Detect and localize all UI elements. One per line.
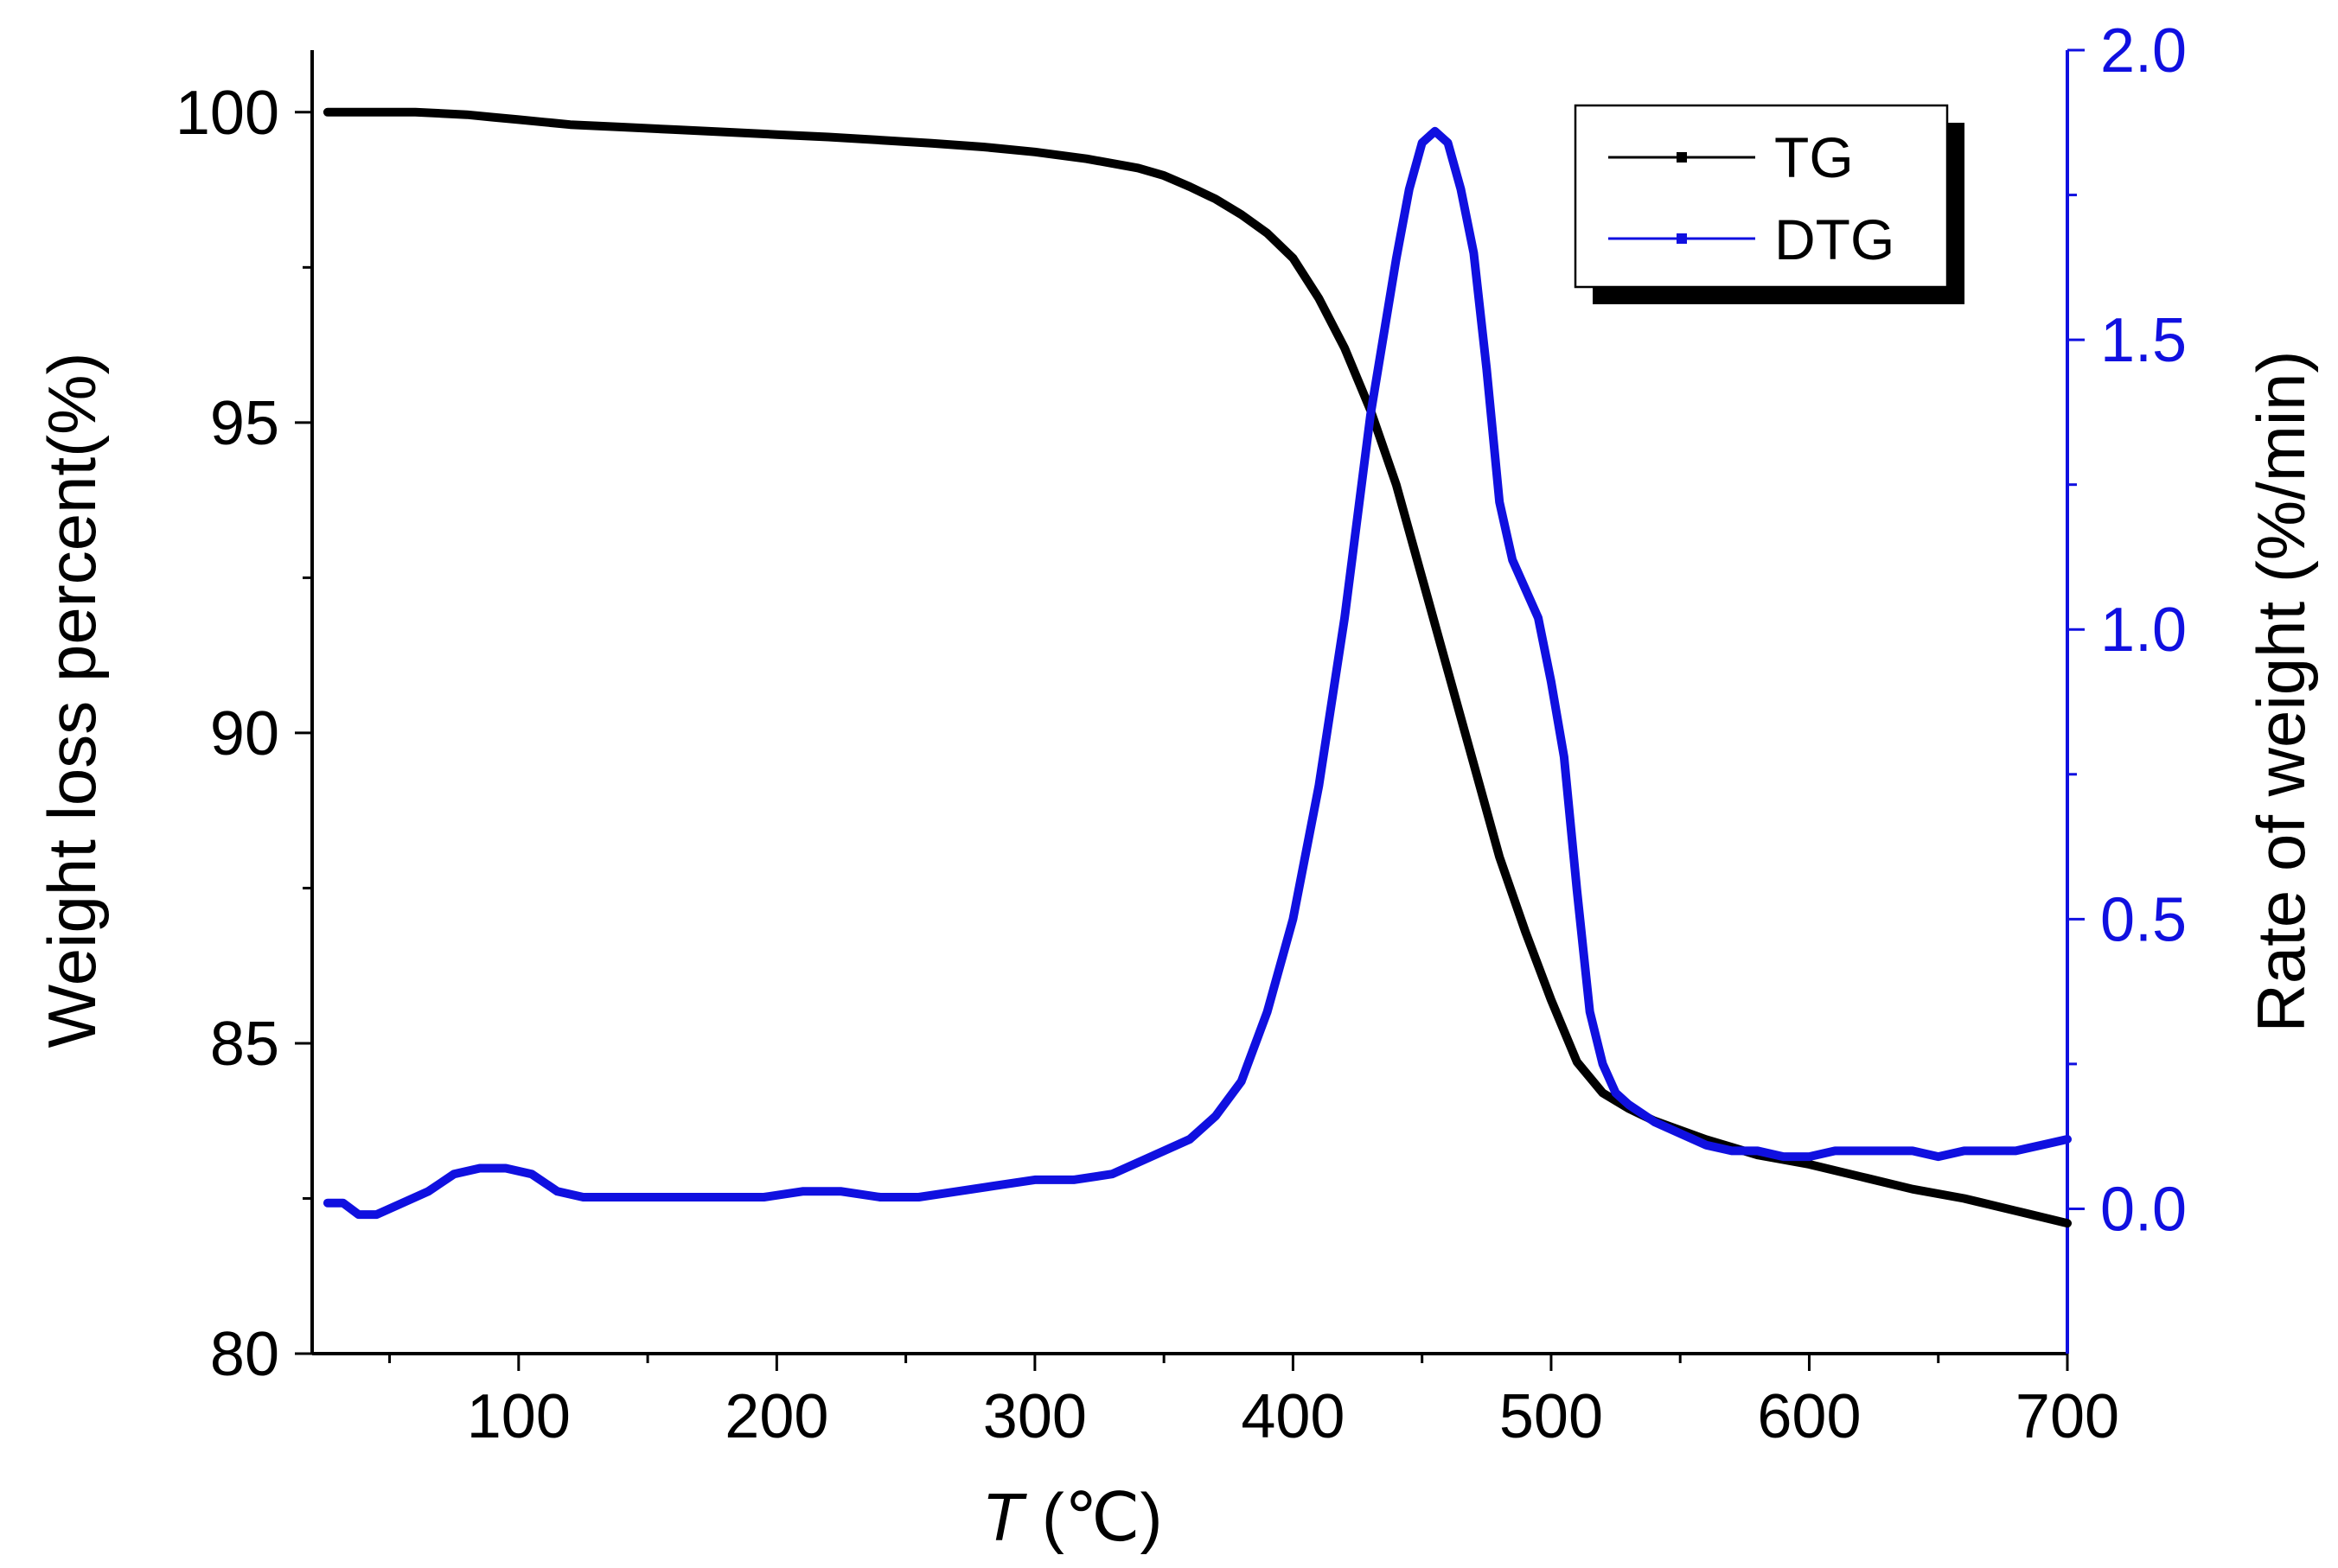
legend-dtg-marker (1677, 233, 1687, 244)
y-left-axis-title: Weight loss percent(%) (34, 353, 110, 1049)
legend-box (1574, 104, 1949, 289)
y-left-tick-label: 95 (210, 389, 279, 458)
legend: TG DTG (1574, 104, 1964, 304)
series-line-dtg (323, 126, 2072, 1220)
x-axis-title-variable: T (982, 1479, 1028, 1555)
x-axis-title-unit: (℃) (1023, 1479, 1162, 1555)
y-right-axis-title: Rate of weight (%/min) (2243, 351, 2319, 1033)
y-left-tick-label: 100 (176, 79, 279, 148)
series-layer (323, 107, 2072, 1228)
legend-tg-label: TG (1774, 125, 1854, 189)
x-tick-label: 700 (2015, 1382, 2119, 1451)
y-right-tick-label: 1.0 (2100, 596, 2187, 665)
x-axis-title: T (℃) (982, 1479, 1163, 1555)
axis-ticks (295, 48, 2085, 1371)
y-right-tick-label: 0.0 (2100, 1175, 2187, 1244)
y-left-tick-label: 85 (210, 1010, 279, 1079)
y-right-tick-label: 2.0 (2100, 16, 2187, 86)
y-left-tick-label: 90 (210, 699, 279, 768)
x-tick-label: 300 (983, 1382, 1087, 1451)
y-right-tick-label: 1.5 (2100, 306, 2187, 375)
tick-labels: 100 200 300 400 500 600 700 80 85 90 95 100 0.0 0.5 1.… (176, 16, 2187, 1451)
x-tick-label: 600 (1757, 1382, 1861, 1451)
x-tick-label: 200 (725, 1382, 828, 1451)
x-tick-label: 100 (467, 1382, 571, 1451)
y-right-tick-label: 0.5 (2100, 885, 2187, 954)
legend-tg-marker (1677, 152, 1687, 163)
x-tick-label: 500 (1499, 1382, 1603, 1451)
legend-dtg-label: DTG (1774, 207, 1894, 271)
x-tick-label: 400 (1241, 1382, 1345, 1451)
y-left-tick-label: 80 (210, 1320, 279, 1389)
